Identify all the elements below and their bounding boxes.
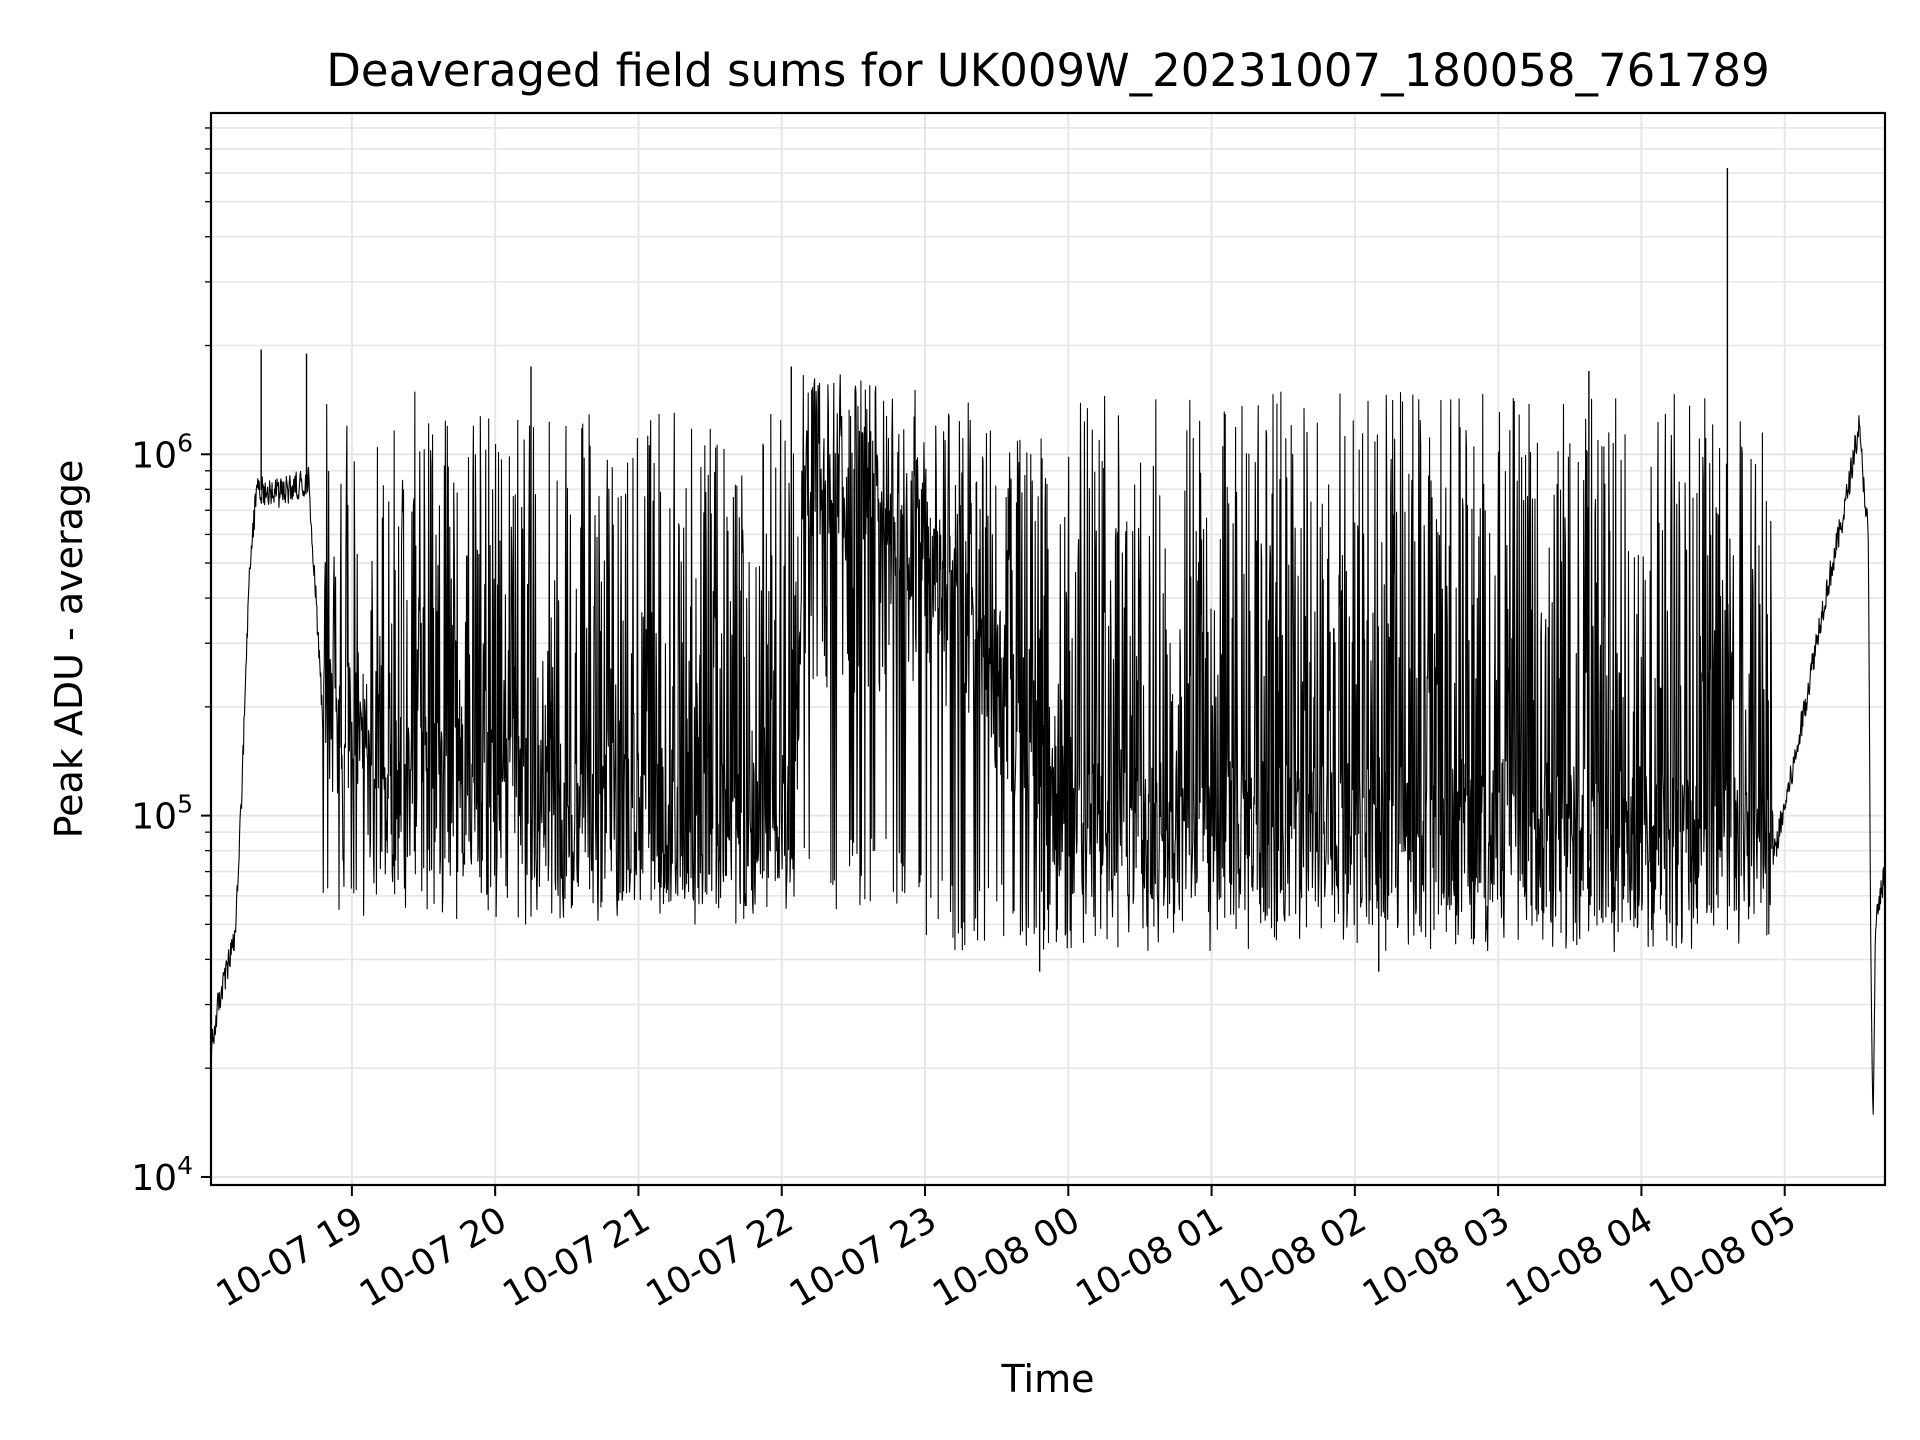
series-line	[210, 374, 1886, 1115]
x-axis-label: Time	[1001, 1357, 1095, 1401]
y-tick-label: 104	[131, 1151, 193, 1199]
plot-area	[210, 167, 1886, 1115]
y-tick-label: 105	[131, 790, 193, 838]
plot-frame	[209, 111, 1887, 1187]
y-axis-label: Peak ADU - average	[47, 460, 91, 839]
y-tick-label: 106	[131, 428, 193, 476]
chart-title: Deaveraged field sums for UK009W_2023100…	[326, 44, 1770, 97]
